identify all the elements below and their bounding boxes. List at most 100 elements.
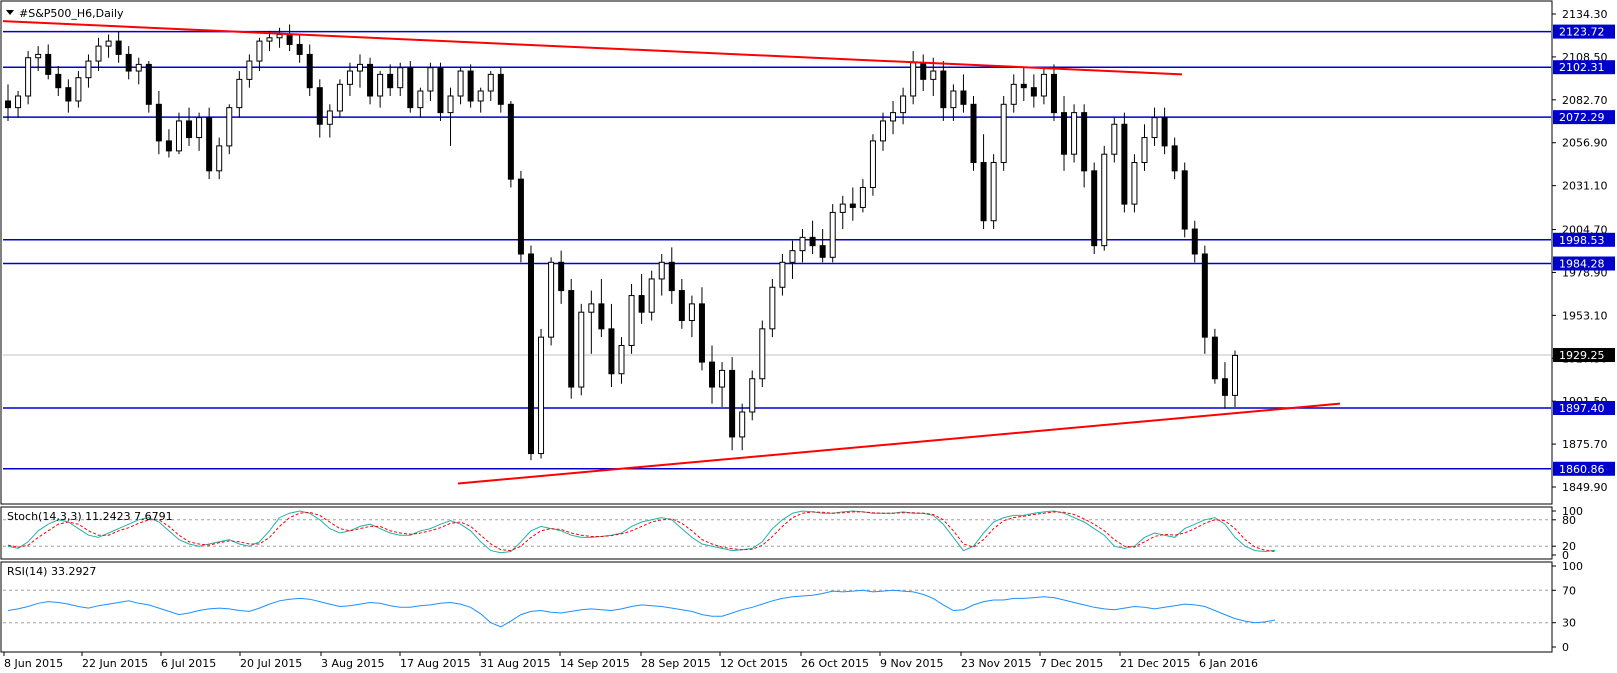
candle-bear	[568, 290, 575, 388]
candle-bear	[45, 53, 52, 75]
candle-bull	[477, 90, 484, 102]
chart-title: #S&P500_H6,Daily	[19, 7, 124, 20]
candle-bull	[135, 63, 142, 72]
candle-bear	[1091, 170, 1098, 247]
candle-bull	[357, 63, 364, 72]
candle-bear	[1201, 253, 1208, 338]
candle-bull	[196, 117, 203, 139]
candle-bear	[698, 303, 705, 363]
candle-bull	[879, 120, 886, 142]
candle-bear	[709, 361, 716, 388]
candle-bull	[226, 107, 233, 147]
chevron-down-icon[interactable]	[6, 10, 14, 15]
date-label: 14 Sep 2015	[560, 657, 630, 670]
candle-bull	[427, 67, 434, 92]
candle-bull	[346, 70, 353, 85]
candle-bear	[729, 369, 736, 438]
candle-bear	[115, 40, 122, 55]
current-price-tag	[1553, 348, 1615, 363]
candle-bull	[990, 162, 997, 222]
candle-bear	[1211, 336, 1218, 380]
date-label: 31 Aug 2015	[480, 657, 550, 670]
candle-bull	[326, 110, 333, 125]
candle-bear	[1121, 123, 1128, 205]
candle-bull	[175, 120, 182, 152]
candle-bull	[779, 261, 786, 288]
candle-bull	[759, 328, 766, 380]
horizontal-levels[interactable]	[3, 30, 1551, 470]
date-label: 12 Oct 2015	[720, 657, 788, 670]
candle-bull	[457, 70, 464, 97]
candle-bear	[507, 103, 514, 180]
price-tick-label: 2134.30	[1562, 8, 1608, 21]
stochastic-lines	[7, 510, 1276, 554]
candle-bull	[910, 62, 917, 97]
trendlines[interactable]	[2, 20, 1341, 485]
candle-bear	[1050, 73, 1057, 114]
candle-bull	[538, 336, 545, 455]
scale-label: 0	[1562, 641, 1569, 654]
candle-bear	[558, 261, 565, 292]
candle-bear	[155, 103, 162, 142]
rsi-header: RSI(14) 33.2927	[7, 565, 96, 578]
resistance-trendline[interactable]	[2, 20, 1183, 76]
candle-bull	[749, 378, 756, 413]
date-label: 3 Aug 2015	[321, 657, 384, 670]
candle-bull	[900, 95, 907, 114]
candle-bear	[1061, 112, 1068, 155]
candle-bear	[1191, 228, 1198, 255]
level-label: 1998.53	[1559, 234, 1605, 247]
rsi-axis: 100 70 30 0	[1552, 560, 1583, 654]
level-label: 1897.40	[1559, 402, 1605, 415]
date-label: 28 Sep 2015	[641, 657, 711, 670]
candle-bull	[1010, 83, 1017, 105]
candle-bull	[648, 278, 655, 313]
candlesticks	[5, 24, 1238, 461]
level-label: 2123.72	[1559, 26, 1605, 39]
stochastic-panel-frame	[0, 506, 1553, 560]
candle-bull	[688, 303, 695, 322]
candle-bull	[487, 73, 494, 92]
price-tick-label: 2031.10	[1562, 180, 1608, 193]
price-panel[interactable]: 2134.302108.502082.702056.902031.102004.…	[0, 0, 1615, 505]
candle-bull	[950, 90, 957, 109]
candle-bear	[1020, 83, 1027, 89]
candle-bear	[1161, 117, 1168, 147]
price-tick-label: 2056.90	[1562, 137, 1608, 150]
candle-bear	[306, 53, 313, 89]
candle-bull	[1101, 153, 1108, 247]
candle-bull	[256, 40, 263, 62]
level-tag	[1553, 256, 1615, 271]
candle-bull	[266, 37, 273, 42]
candle-bull	[1040, 73, 1047, 97]
rsi-levels	[3, 589, 1551, 624]
candle-bull	[276, 33, 283, 39]
candle-bull	[618, 344, 625, 375]
candle-bull	[719, 369, 726, 388]
support-trendline[interactable]	[457, 402, 1341, 485]
date-label: 9 Nov 2015	[880, 657, 943, 670]
candle-bear	[497, 73, 504, 105]
candle-bear	[598, 303, 605, 330]
rsi-panel[interactable]: 100 70 30 0 RSI(14) 33.2927	[0, 560, 1583, 654]
date-label: 23 Nov 2015	[961, 657, 1031, 670]
candle-bull	[216, 145, 223, 172]
candle-bear	[1171, 145, 1178, 172]
candle-bull	[236, 78, 243, 109]
candle-bull	[789, 250, 796, 263]
candle-bear	[467, 70, 474, 102]
chart-title-group: #S&P500_H6,Daily	[6, 7, 124, 20]
candle-bull	[417, 90, 424, 109]
current-price-label: 1929.25	[1559, 349, 1605, 362]
date-label: 26 Oct 2015	[801, 657, 869, 670]
price-tick-label: 1849.90	[1562, 481, 1608, 494]
candle-bull	[1151, 117, 1158, 139]
date-label: 21 Dec 2015	[1120, 657, 1190, 670]
candle-bull	[578, 311, 585, 388]
candle-bull	[1071, 112, 1078, 155]
candle-bear	[186, 120, 193, 139]
scale-label: 70	[1562, 584, 1576, 597]
candle-bull	[25, 57, 32, 97]
candle-bear	[55, 73, 62, 89]
